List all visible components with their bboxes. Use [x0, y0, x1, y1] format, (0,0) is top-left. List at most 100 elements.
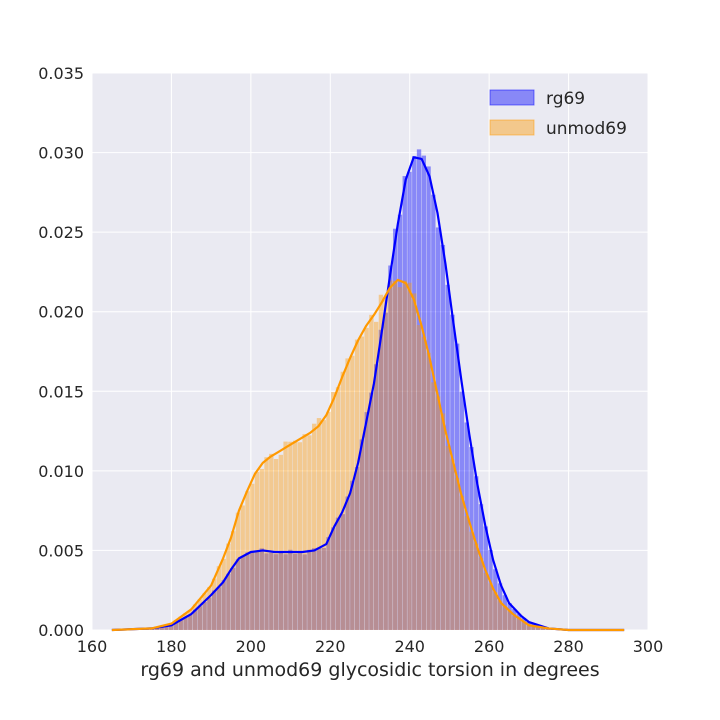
rg69-bar [502, 595, 508, 630]
unmod69-bar [431, 382, 436, 630]
rg69-bar [431, 194, 436, 630]
unmod69-bar [488, 583, 493, 630]
unmod69-bar [407, 282, 412, 630]
unmod69-bar [273, 459, 279, 630]
rg69-bar [231, 567, 236, 630]
rg69-bar [169, 625, 174, 630]
unmod69-bar [412, 293, 417, 630]
rg69-bar [412, 155, 417, 630]
unmod69-bar [383, 299, 388, 630]
kde-lines [111, 156, 625, 632]
unmod69-bar [164, 624, 169, 630]
rg69-bar [516, 613, 522, 630]
unmod69-bar [226, 543, 231, 630]
unmod69-bar [211, 578, 217, 630]
unmod69-bar [512, 615, 517, 630]
rg69-bar [435, 227, 441, 630]
rg69-bar [359, 439, 365, 630]
rg69-bar [421, 155, 426, 630]
x-axis-label: rg69 and unmod69 glycosidic torsion in d… [140, 659, 599, 681]
unmod69-bar [173, 619, 179, 630]
unmod69-bar [169, 623, 174, 630]
rg69-bar [278, 551, 284, 630]
unmod69-bar [283, 441, 288, 630]
unmod69-bar [250, 483, 255, 630]
unmod69-bar [373, 321, 379, 630]
unmod69-bar [536, 626, 541, 630]
unmod69-bar [240, 505, 245, 630]
rg69-bar [211, 590, 217, 630]
unmod69-bar [516, 618, 522, 630]
unmod69-bar [278, 454, 284, 630]
rg69-bar [154, 627, 160, 630]
unmod69-bar [197, 599, 203, 630]
unmod69-bar [402, 280, 407, 630]
y-tick-label: 0.000 [38, 621, 84, 640]
unmod69-bar [483, 572, 488, 630]
x-tick-label: 180 [156, 637, 187, 656]
rg69-bar [283, 554, 288, 630]
unmod69-bar [459, 495, 465, 630]
unmod69-bar [235, 512, 241, 630]
rg69-bar [345, 496, 350, 630]
rg69-bar [259, 548, 264, 630]
unmod69-bar [350, 355, 355, 630]
unmod69-bar [292, 440, 298, 630]
y-tick-labels: 0.000 0.005 0.010 0.015 0.020 0.025 0.030 0.035 [38, 64, 84, 640]
x-tick-label: 200 [236, 637, 267, 656]
x-tick-labels: 160 180 200 220 240 260 280 300 [77, 637, 664, 656]
unmod69-bar [321, 420, 326, 630]
rg69-bar [497, 583, 503, 630]
y-tick-label: 0.015 [38, 382, 84, 401]
rg69-bar [216, 587, 222, 630]
rg69-bar [397, 214, 403, 630]
rg69-bar [469, 447, 474, 630]
rg69-bar [221, 580, 226, 630]
rg69-bar [521, 617, 527, 630]
y-tick-label: 0.005 [38, 541, 84, 560]
unmod69-bar [426, 352, 431, 630]
unmod69-bar [526, 625, 531, 630]
rg69-kde-line [111, 156, 625, 632]
rg69-bar [240, 555, 245, 630]
x-tick-label: 160 [77, 637, 108, 656]
rg69-bar [378, 329, 384, 630]
rg69-bar [364, 412, 369, 630]
unmod69-bar [421, 336, 426, 630]
unmod69-bar [231, 531, 236, 630]
rg69-bar [326, 537, 331, 630]
rg69-bar [454, 343, 460, 630]
y-tick-label: 0.035 [38, 64, 84, 83]
rg69-bar [254, 551, 260, 630]
unmod69-bar [502, 606, 508, 630]
y-tick-label: 0.020 [38, 303, 84, 322]
unmod69-kde-line [111, 278, 625, 632]
unmod69-bar [245, 491, 250, 630]
unmod69-bar [474, 543, 479, 630]
rg69-bar [297, 553, 303, 630]
unmod69-bar [202, 593, 207, 630]
unmod69-bar [531, 626, 536, 630]
unmod69-bar [435, 396, 441, 630]
rg69-bar [292, 553, 298, 630]
x-tick-label: 220 [315, 637, 346, 656]
unmod69-bar [521, 621, 527, 630]
unmod69-bar [221, 558, 226, 630]
rg69-bar [340, 514, 345, 630]
rg69-bar [202, 602, 207, 630]
rg69-bar [354, 467, 360, 630]
unmod69-bar [302, 434, 307, 630]
unmod69-bar [540, 627, 546, 630]
rg69-bar [350, 480, 355, 630]
unmod69-bar [393, 280, 398, 630]
rg69-bar [178, 619, 183, 630]
unmod69-bar [178, 616, 183, 630]
histogram-bars [111, 149, 569, 631]
rg69-bar [173, 622, 179, 630]
rg69-bar [264, 553, 269, 630]
unmod69-bar [269, 453, 274, 630]
rg69-bar [245, 552, 250, 630]
rg69-bar [335, 517, 341, 630]
rg69-bar [464, 422, 469, 630]
